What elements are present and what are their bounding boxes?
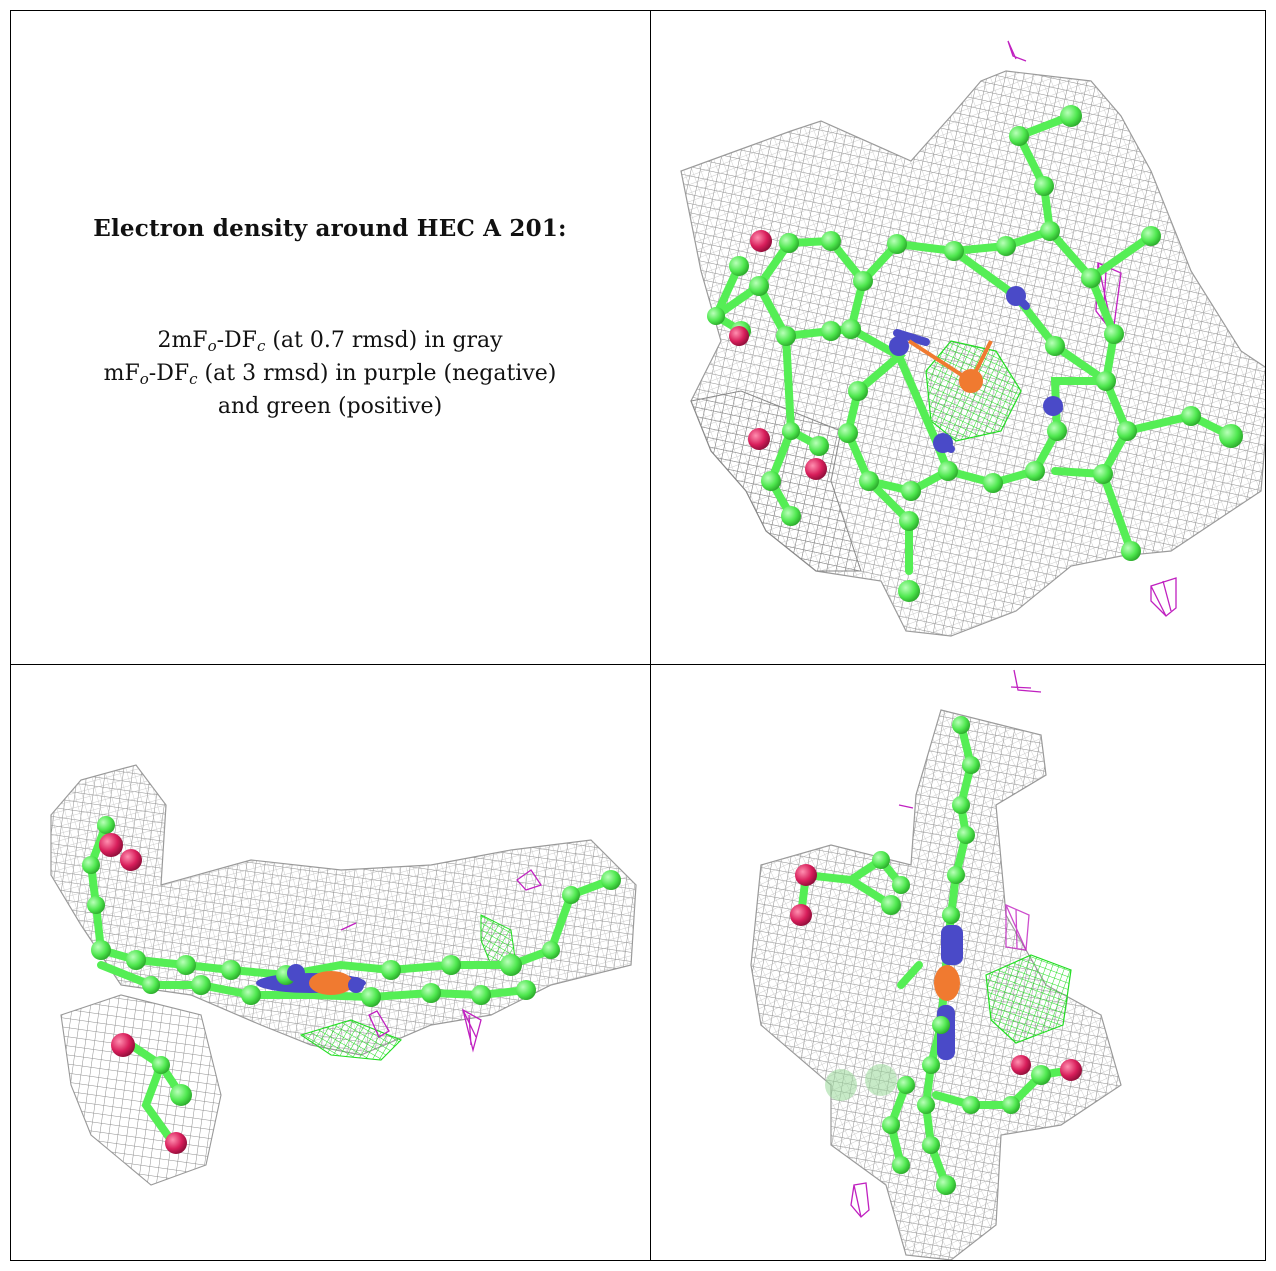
legend-line-2fofc: 2mFo-DFc (at 0.7 rmsd) in gray [157,328,503,355]
heme-atoms-face-on [707,105,1243,602]
caption-cell: Electron density around HEC A 201: 2mFo-… [10,10,650,664]
negative-density-side [850,669,1042,1218]
iron-atom-edge-on [309,971,353,995]
density-view-side [651,665,1265,1260]
face-on-molecule-image [680,40,1265,637]
iron-atom-face-on [959,369,983,393]
heme-atoms-edge-on [82,816,621,1154]
heme-atoms-side [790,716,1082,1195]
caption-legend: 2mFo-DFc (at 0.7 rmsd) in gray mFo-DFc (… [10,324,650,423]
table-right-border [1265,10,1266,1261]
table-left-border [10,10,11,1261]
table-top-border [10,10,1266,11]
edge-on-molecule-image [50,764,637,1186]
positive-density-side [985,954,1072,1044]
table-center-border [650,10,651,1261]
table-middle-border [10,664,1266,665]
legend-line-colors: and green (positive) [217,394,443,419]
negative-density-edge-on [340,869,543,1053]
legend-line-fofc: mFo-DFc (at 3 rmsd) in purple (negative) [103,361,557,388]
table-bottom-border [10,1260,1266,1261]
caption-title: Electron density around HEC A 201: [93,215,567,242]
side-molecule-image [750,669,1122,1260]
density-view-edge-on [11,665,650,1260]
density-view-face-on [651,11,1265,664]
iron-atom-side [934,965,960,1001]
